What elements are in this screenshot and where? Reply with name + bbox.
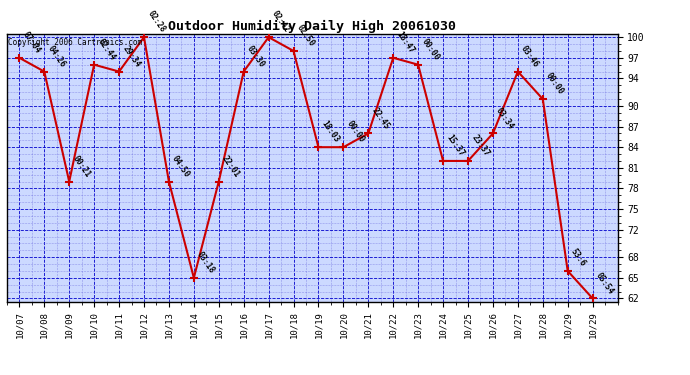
Text: 02:50: 02:50 — [295, 23, 316, 48]
Text: 18:03: 18:03 — [320, 119, 341, 144]
Text: 04:50: 04:50 — [170, 154, 192, 179]
Text: 03:46: 03:46 — [520, 44, 540, 69]
Text: 02:28: 02:28 — [146, 9, 167, 34]
Text: 53:6: 53:6 — [569, 247, 588, 268]
Text: 29:34: 29:34 — [121, 44, 142, 69]
Text: 00:21: 00:21 — [70, 154, 92, 179]
Text: 15:37: 15:37 — [444, 133, 466, 158]
Text: 00:00: 00:00 — [420, 37, 441, 62]
Text: 02:44: 02:44 — [95, 37, 117, 62]
Text: 04:26: 04:26 — [46, 44, 67, 69]
Text: 07:04: 07:04 — [21, 30, 42, 55]
Text: Copyright 2006 Cartronics.com: Copyright 2006 Cartronics.com — [8, 38, 142, 47]
Text: 22:45: 22:45 — [370, 105, 391, 130]
Title: Outdoor Humidity Daily High 20061030: Outdoor Humidity Daily High 20061030 — [168, 20, 456, 33]
Text: 03:30: 03:30 — [245, 44, 266, 69]
Text: 03:34: 03:34 — [494, 105, 515, 130]
Text: 00:00: 00:00 — [544, 71, 566, 96]
Text: 18:47: 18:47 — [395, 30, 416, 55]
Text: 05:54: 05:54 — [594, 270, 615, 296]
Text: 03:18: 03:18 — [195, 250, 217, 275]
Text: 02:42: 02:42 — [270, 9, 291, 34]
Text: 23:37: 23:37 — [469, 133, 491, 158]
Text: 00:00: 00:00 — [345, 119, 366, 144]
Text: 22:01: 22:01 — [220, 154, 242, 179]
